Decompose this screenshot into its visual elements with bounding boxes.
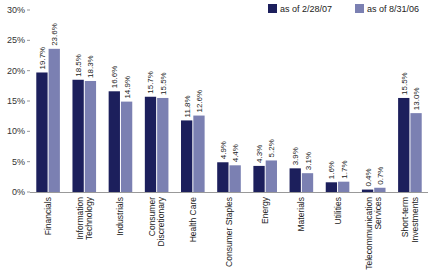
data-label: 15.7%: [146, 71, 155, 94]
data-label: 4.9%: [219, 141, 228, 159]
legend-label: as of 2/28/07: [280, 4, 332, 14]
bar: [217, 162, 228, 192]
data-label: 4.4%: [231, 144, 240, 162]
y-tick: [27, 101, 30, 102]
x-tick-label: Industrials: [115, 197, 125, 236]
x-tick-label: Financials: [43, 197, 53, 235]
y-tick-label: 20%: [7, 66, 25, 76]
x-tick-label: Utilities: [333, 197, 343, 224]
x-tick-label: Short-termInvestments: [400, 197, 420, 243]
legend-label: as of 8/31/06: [367, 4, 419, 14]
data-label: 15.5%: [400, 72, 409, 95]
data-label: 15.5%: [159, 72, 168, 95]
bars: [36, 49, 421, 192]
x-tick-label-line: Short-term: [400, 197, 410, 237]
y-tick: [27, 10, 30, 11]
x-axis: [30, 192, 428, 193]
y-tick-label: 5%: [12, 157, 25, 167]
data-label: 18.5%: [74, 54, 83, 77]
y-tick-label: 30%: [7, 5, 25, 15]
y-tick: [27, 40, 30, 41]
data-label: 23.6%: [50, 23, 59, 46]
x-tick-label-line: Discretionary: [156, 196, 166, 246]
data-label: 19.7%: [38, 47, 47, 70]
bar: [145, 97, 156, 192]
x-tick-label: Health Care: [188, 197, 198, 243]
data-label: 13.0%: [412, 87, 421, 110]
bar: [374, 188, 385, 192]
bar: [36, 72, 47, 192]
data-labels: 19.7% 18.5% 16.6% 15.7% 11.8% 4.9% 4.3% 3.9% 1.6…: [38, 23, 421, 186]
bar: [302, 173, 313, 192]
data-label: 14.9%: [123, 76, 132, 99]
y-tick-label: 15%: [7, 96, 25, 106]
bar: [266, 160, 277, 192]
data-label: 5.2%: [267, 139, 276, 157]
bar: [181, 120, 192, 192]
x-tick-label: InformationTechnology: [75, 196, 95, 240]
x-tick-label-line: Investments: [410, 197, 420, 243]
y-tick: [27, 161, 30, 162]
bar: [410, 113, 421, 192]
x-tick-label-line: Telecommunication: [364, 197, 374, 270]
bar: [49, 49, 60, 192]
x-tick-label-line: Energy: [260, 196, 270, 224]
x-tick-label-line: Financials: [43, 197, 53, 235]
x-tick-label-line: Information: [75, 197, 85, 240]
x-tick-label: Energy: [260, 196, 270, 224]
x-tick-label-line: Utilities: [333, 197, 343, 224]
bar: [109, 91, 120, 192]
x-tick-label: Materials: [296, 197, 306, 231]
data-label: 0.7%: [376, 167, 385, 185]
x-tick-label: TelecommunicationServices: [364, 197, 384, 270]
y-tick-label: 0%: [12, 187, 25, 197]
x-tick-label: Consumer Staples: [224, 197, 234, 267]
data-label: 3.9%: [291, 147, 300, 165]
data-label: 11.8%: [183, 95, 192, 117]
y-tick: [27, 131, 30, 132]
bar: [72, 80, 83, 192]
bar: [362, 190, 373, 192]
y-tick: [27, 192, 30, 193]
legend-swatch: [355, 4, 364, 13]
bar: [121, 102, 132, 192]
bar: [85, 81, 96, 192]
y-tick-label: 10%: [7, 126, 25, 136]
y-tick-label: 25%: [7, 35, 25, 45]
bar: [398, 98, 409, 192]
data-label: 18.3%: [86, 55, 95, 78]
x-tick-label-line: Technology: [84, 196, 94, 240]
data-label: 1.7%: [340, 160, 349, 178]
x-tick-label-line: Health Care: [188, 197, 198, 243]
bar: [253, 166, 264, 192]
bar: [326, 182, 337, 192]
chart: 0%5%10%15%20%25%30%19.7%18.5%16.6%15.7%1…: [0, 0, 432, 270]
x-tick-label-line: Materials: [296, 197, 306, 231]
bar: [290, 168, 301, 192]
y-tick: [27, 70, 30, 71]
legend: as of 2/28/07 as of 8/31/06: [268, 4, 419, 14]
legend-swatch: [268, 4, 277, 13]
x-tick-label-line: Industrials: [115, 197, 125, 236]
data-label: 3.1%: [304, 152, 313, 170]
data-label: 16.6%: [110, 66, 119, 89]
bar: [157, 98, 168, 192]
data-label: 1.6%: [327, 161, 336, 179]
bar: [230, 165, 241, 192]
data-label: 4.3%: [255, 145, 264, 163]
x-tick-label: ConsumerDiscretionary: [147, 196, 167, 246]
bar: [338, 182, 349, 192]
bar: [193, 116, 204, 192]
x-tick-label-line: Consumer: [147, 197, 157, 236]
x-tick-label-line: Consumer Staples: [224, 197, 234, 267]
data-label: 0.4%: [364, 168, 373, 186]
x-tick-label-line: Services: [373, 197, 383, 230]
data-label: 12.6%: [195, 90, 204, 113]
